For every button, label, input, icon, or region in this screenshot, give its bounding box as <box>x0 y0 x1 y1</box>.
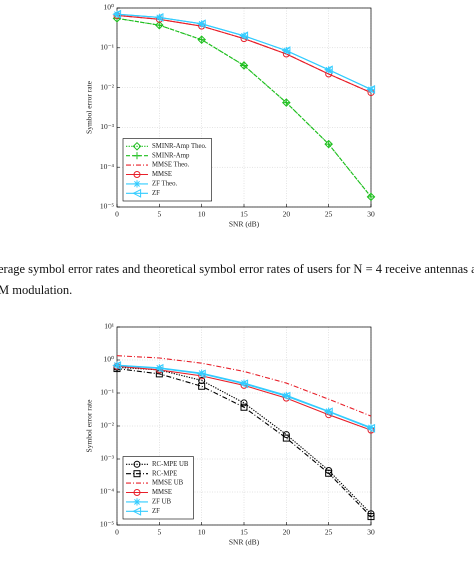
y-axis-label: Symbol error rate <box>85 399 94 453</box>
legend-marker <box>132 188 142 198</box>
marker <box>198 369 206 377</box>
x-tick-label: 15 <box>240 210 248 219</box>
y-tick-label: 10⁻⁵ <box>100 202 114 211</box>
x-tick-label: 5 <box>157 210 161 219</box>
legend: RC-MPE UB RC-MPE MMSE UB MMSE ZF UB ZF <box>122 456 194 520</box>
series-line <box>116 355 372 417</box>
marker <box>282 98 291 107</box>
marker <box>281 46 291 56</box>
marker <box>282 434 290 442</box>
marker <box>367 513 375 521</box>
marker <box>325 469 333 477</box>
plot-frame <box>116 7 372 208</box>
x-tick-label: 20 <box>283 210 291 219</box>
marker <box>367 193 375 201</box>
series-line <box>116 13 372 90</box>
legend-label: ZF <box>152 190 160 197</box>
marker <box>112 361 122 370</box>
y-tick-label: 10⁻² <box>100 82 114 91</box>
x-tick-label: 30 <box>367 210 375 219</box>
marker <box>239 379 249 389</box>
marker <box>367 85 375 94</box>
y-tick-label: 10⁻² <box>100 421 114 430</box>
marker <box>240 399 248 407</box>
marker <box>366 85 376 94</box>
legend-marker <box>133 498 141 506</box>
legend-label: RC-MPE <box>152 470 177 477</box>
y-tick-label: 10¹ <box>104 322 114 331</box>
legend-label: MMSE Theo. <box>152 162 190 169</box>
legend-marker <box>132 141 142 151</box>
y-tick-label: 10⁻⁴ <box>100 487 114 496</box>
legend-label: RC-MPE UB <box>152 461 189 468</box>
legend-marker <box>133 180 141 188</box>
legend-label: MMSE UB <box>152 480 184 487</box>
y-tick-label: 10⁰ <box>103 3 114 12</box>
marker <box>154 363 164 373</box>
marker <box>112 9 122 19</box>
legend-marker <box>132 506 142 516</box>
legend-label: SMINR-Amp <box>152 152 190 159</box>
marker <box>325 140 333 148</box>
marker <box>113 361 121 369</box>
legend-label: SMINR-Amp Theo. <box>152 143 207 150</box>
y-tick-label: 10⁻¹ <box>100 43 114 52</box>
marker <box>282 391 290 399</box>
y-tick-label: 10⁻¹ <box>100 388 114 397</box>
caption-line: erage symbol error rates and theoretical… <box>0 262 474 276</box>
x-axis-label: SNR (dB) <box>229 538 260 547</box>
marker <box>240 379 248 387</box>
y-tick-label: 10⁻³ <box>100 454 114 463</box>
series-line <box>116 364 372 429</box>
marker <box>240 61 248 70</box>
legend-label: MMSE <box>152 171 172 178</box>
marker <box>282 98 290 107</box>
marker <box>240 403 248 411</box>
legend-marker <box>133 470 141 478</box>
marker <box>282 431 290 439</box>
y-axis-label: Symbol error rate <box>85 80 94 134</box>
legend-marker <box>133 460 141 468</box>
marker <box>196 19 206 29</box>
legend-label: ZF Theo. <box>152 180 177 187</box>
x-tick-label: 0 <box>115 528 119 537</box>
caption-line: M modulation. <box>0 283 72 297</box>
y-tick-label: 10⁻⁵ <box>100 520 114 529</box>
marker <box>198 382 206 390</box>
marker <box>196 369 206 379</box>
marker <box>155 20 164 30</box>
x-tick-label: 15 <box>240 528 248 537</box>
y-tick-label: 10⁻⁴ <box>100 162 114 171</box>
x-tick-label: 25 <box>325 528 333 537</box>
x-tick-label: 20 <box>283 528 291 537</box>
x-tick-label: 0 <box>115 210 119 219</box>
marker <box>323 65 333 75</box>
legend-marker <box>133 489 141 496</box>
x-tick-label: 10 <box>198 528 206 537</box>
legend: SMINR-Amp Theo. SMINR-Amp MMSE Theo. MMSE ZF… <box>122 138 212 202</box>
marker <box>323 407 333 417</box>
marker <box>154 13 164 22</box>
marker <box>366 423 376 433</box>
marker <box>324 139 333 149</box>
marker <box>281 391 291 401</box>
series-line <box>116 368 372 517</box>
legend-box <box>122 456 194 520</box>
marker <box>367 423 375 432</box>
x-tick-label: 5 <box>157 528 161 537</box>
legend-label: MMSE <box>152 489 172 496</box>
y-tick-label: 10⁰ <box>103 355 114 364</box>
marker <box>198 36 206 44</box>
legend-label: ZF <box>152 508 160 515</box>
x-tick-label: 30 <box>367 528 375 537</box>
legend-marker <box>133 171 141 178</box>
x-axis-label: SNR (dB) <box>229 220 260 229</box>
marker <box>239 31 249 41</box>
legend-marker <box>133 152 141 160</box>
x-tick-label: 25 <box>325 210 333 219</box>
y-tick-label: 10⁻³ <box>100 122 114 131</box>
x-tick-label: 10 <box>198 210 206 219</box>
legend-label: ZF UB <box>152 498 172 505</box>
